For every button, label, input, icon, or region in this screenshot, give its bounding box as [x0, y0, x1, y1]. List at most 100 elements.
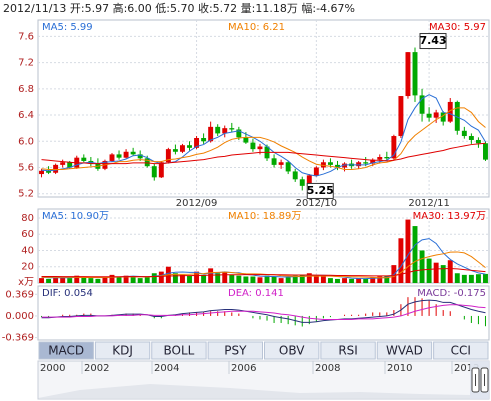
volume-bar: [109, 274, 115, 283]
candle-body: [250, 142, 256, 150]
tab[interactable]: OBV: [264, 341, 320, 360]
candle-body: [377, 157, 383, 160]
tab-background[interactable]: [94, 341, 151, 360]
y-tick-label: 5.6: [18, 163, 34, 174]
tab-label[interactable]: KDJ: [112, 344, 133, 358]
tab-label[interactable]: BOLL: [164, 344, 195, 358]
candle-body: [172, 149, 178, 152]
volume-bar: [53, 277, 59, 283]
volume-bar: [222, 271, 228, 283]
tab-background[interactable]: [264, 341, 320, 360]
volume-bar: [454, 273, 460, 283]
volume-bar: [67, 278, 73, 283]
tab-background[interactable]: [376, 341, 433, 360]
volume-bar: [264, 275, 270, 283]
tab-label[interactable]: MACD: [48, 344, 84, 358]
candle-body: [461, 130, 467, 137]
tab-label[interactable]: CCI: [451, 344, 471, 358]
volume-bar: [39, 278, 44, 283]
tab[interactable]: MACD: [38, 341, 94, 360]
y-tick-label: 6.8: [18, 84, 34, 95]
volume-bar: [257, 277, 263, 283]
candle-body: [137, 154, 143, 159]
candle-body: [356, 162, 362, 167]
legend-entry: MA5: 10.90万: [42, 211, 109, 222]
candle-body: [398, 96, 404, 137]
tab[interactable]: RSI: [320, 341, 376, 360]
legend-entry: MA30: 13.97万: [413, 211, 486, 222]
candle-body: [419, 95, 425, 114]
volume-bar: [102, 276, 108, 283]
tab-background[interactable]: [433, 341, 489, 360]
candle-body: [475, 139, 481, 144]
y-tick-label: 7.2: [18, 58, 34, 69]
candle-body: [123, 151, 129, 158]
candle-body: [299, 179, 305, 186]
line: [41, 304, 486, 320]
volume-bar: [447, 260, 453, 283]
volume-bar: [137, 278, 143, 283]
line: [41, 107, 486, 170]
tab-label[interactable]: OBV: [279, 344, 305, 358]
candle-body: [201, 138, 207, 142]
volume-bar: [229, 274, 235, 283]
volume-bar: [320, 276, 326, 283]
tab[interactable]: KDJ: [94, 341, 151, 360]
legend-entry: DIF: 0.054: [42, 288, 93, 299]
tab-background[interactable]: [38, 341, 94, 360]
tab-label[interactable]: WVAD: [386, 344, 423, 358]
annotation: 7.43: [419, 34, 446, 47]
legend-entry: DEA: 0.141: [228, 288, 284, 299]
candle-body: [468, 136, 474, 140]
tab-background[interactable]: [207, 341, 263, 360]
volume-bar: [412, 226, 418, 283]
tab[interactable]: WVAD: [376, 341, 433, 360]
tab[interactable]: BOLL: [151, 341, 207, 360]
tab[interactable]: CCI: [433, 341, 489, 360]
volume-bar: [250, 276, 256, 283]
volume-bar: [201, 274, 207, 283]
candle-body: [229, 128, 235, 130]
volume-bar: [74, 275, 80, 283]
header: 2012/11/13 开:5.97 高:6.00 低:5.70 收:5.72 量…: [3, 1, 355, 15]
tab-background[interactable]: [151, 341, 207, 360]
candle-body: [194, 138, 200, 148]
legend-entry: MA10: 6.21: [228, 22, 285, 33]
annotation-box: [419, 33, 447, 50]
candle-body: [433, 112, 439, 118]
tab[interactable]: PSY: [207, 341, 263, 360]
candle-body: [335, 164, 340, 168]
candle-body: [151, 166, 157, 178]
candle-body: [370, 159, 376, 164]
candle-body: [222, 128, 228, 134]
x-tick-label: 2012/09: [176, 198, 218, 209]
volume-bar: [208, 268, 214, 283]
volume-bar: [384, 275, 390, 283]
timeline-label: 2004: [154, 363, 179, 374]
timeline-label: 2002: [84, 363, 109, 374]
y-tick-label: 6.4: [18, 110, 34, 121]
volume-bar: [461, 274, 467, 283]
volume-bar: [349, 278, 355, 283]
tab-label[interactable]: RSI: [338, 344, 358, 358]
line: [41, 299, 486, 323]
candle-body: [426, 113, 432, 118]
volume-bar: [95, 278, 101, 283]
candle-body: [306, 175, 312, 186]
line: [41, 267, 486, 278]
timeline-label: 2010: [387, 363, 412, 374]
candle-body: [454, 101, 460, 131]
candle-body: [440, 112, 446, 122]
tab-label[interactable]: PSY: [224, 344, 247, 358]
candle-body: [292, 171, 298, 180]
volume-bar: [356, 278, 362, 283]
legend-entry: MA5: 5.99: [42, 22, 93, 33]
volume-bar: [475, 274, 481, 283]
tab-background[interactable]: [320, 341, 376, 360]
y-tick-label: 80: [21, 213, 34, 224]
volume-bar: [215, 273, 221, 283]
candle-body: [483, 143, 488, 160]
volume-bar: [426, 258, 432, 283]
volume-bar: [440, 265, 446, 283]
